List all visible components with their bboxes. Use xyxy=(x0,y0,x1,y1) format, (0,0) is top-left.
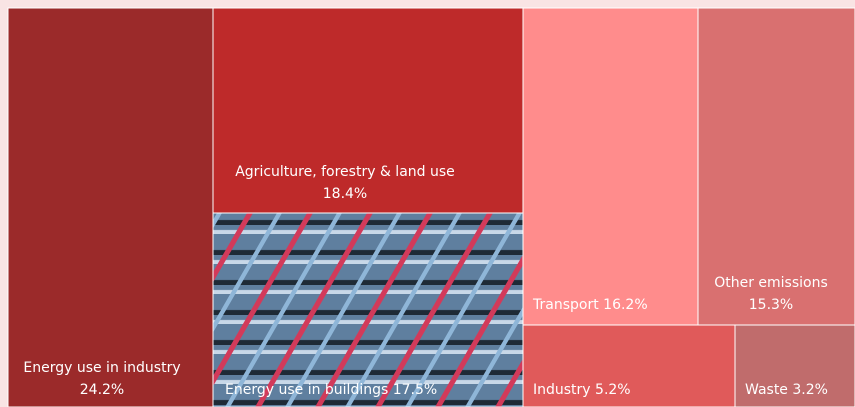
tile-label: Transport xyxy=(532,297,599,313)
treemap-tile xyxy=(523,8,698,325)
tile-label-group: Waste 3.2% xyxy=(745,382,828,398)
treemap-tile xyxy=(213,213,523,407)
tile-label: Waste xyxy=(745,382,788,398)
tile-value-label: 5.2% xyxy=(595,382,631,398)
tile-value-label: 3.2% xyxy=(792,382,828,398)
tile-value-label: 24.2% xyxy=(80,382,124,398)
tile-label: Energy use in industry xyxy=(23,360,180,376)
tile-value-label: 16.2% xyxy=(603,297,647,313)
tile-label: Other emissions xyxy=(714,275,828,291)
tile-label-group: Transport 16.2% xyxy=(532,297,648,313)
tile-value-label: 15.3% xyxy=(749,297,793,313)
treemap-tile xyxy=(8,8,213,407)
treemap-tile xyxy=(213,8,523,213)
tile-label: Industry xyxy=(533,382,591,398)
tile-value-label: 17.5% xyxy=(393,382,437,398)
tile-label: Agriculture, forestry & land use xyxy=(235,164,455,180)
tile-label-group: Industry 5.2% xyxy=(533,382,631,398)
tile-label-group: Energy use in buildings 17.5% xyxy=(225,382,437,398)
tile-label: Energy use in buildings xyxy=(225,382,388,398)
tile-value-label: 18.4% xyxy=(323,186,367,202)
treemap-chart: Energy use in industry 24.2% Agriculture, … xyxy=(0,0,855,407)
page: Energy use in industry 24.2% Agriculture, … xyxy=(0,0,855,407)
